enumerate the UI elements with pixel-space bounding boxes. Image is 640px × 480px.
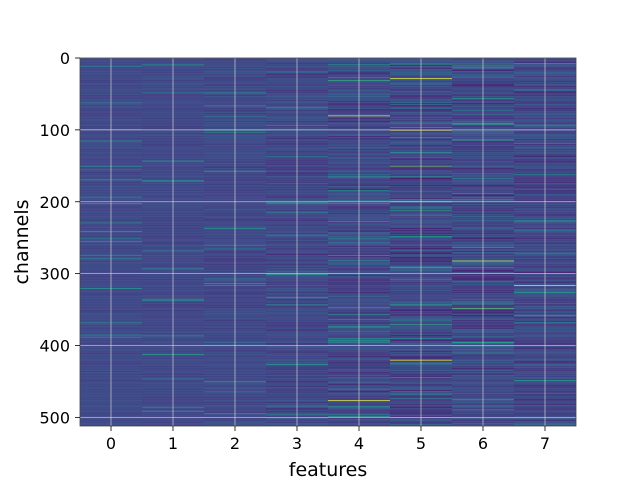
y-tick-label: 400 <box>39 337 70 356</box>
y-tick-label: 300 <box>39 265 70 284</box>
x-axis-label: features <box>289 459 368 480</box>
y-tick-label: 200 <box>39 193 70 212</box>
y-axis-ticks: 0 100 200 300 400 500 <box>39 49 80 427</box>
plot-frame <box>79 57 577 427</box>
x-tick-label: 1 <box>168 434 178 453</box>
grid-lines <box>80 57 576 426</box>
y-tick-label: 100 <box>39 121 70 140</box>
x-tick-label: 0 <box>106 434 116 453</box>
x-axis-ticks: 0 1 2 3 4 5 6 7 <box>106 426 550 453</box>
x-tick-label: 7 <box>540 434 550 453</box>
x-tick-label: 4 <box>354 434 364 453</box>
heatmap-cells <box>80 58 576 426</box>
y-axis-label: channels <box>11 199 33 284</box>
x-tick-label: 5 <box>416 434 426 453</box>
x-tick-label: 3 <box>292 434 302 453</box>
y-tick-label: 500 <box>39 408 70 427</box>
x-tick-label: 6 <box>478 434 488 453</box>
x-tick-label: 2 <box>230 434 240 453</box>
y-tick-label: 0 <box>60 49 70 68</box>
